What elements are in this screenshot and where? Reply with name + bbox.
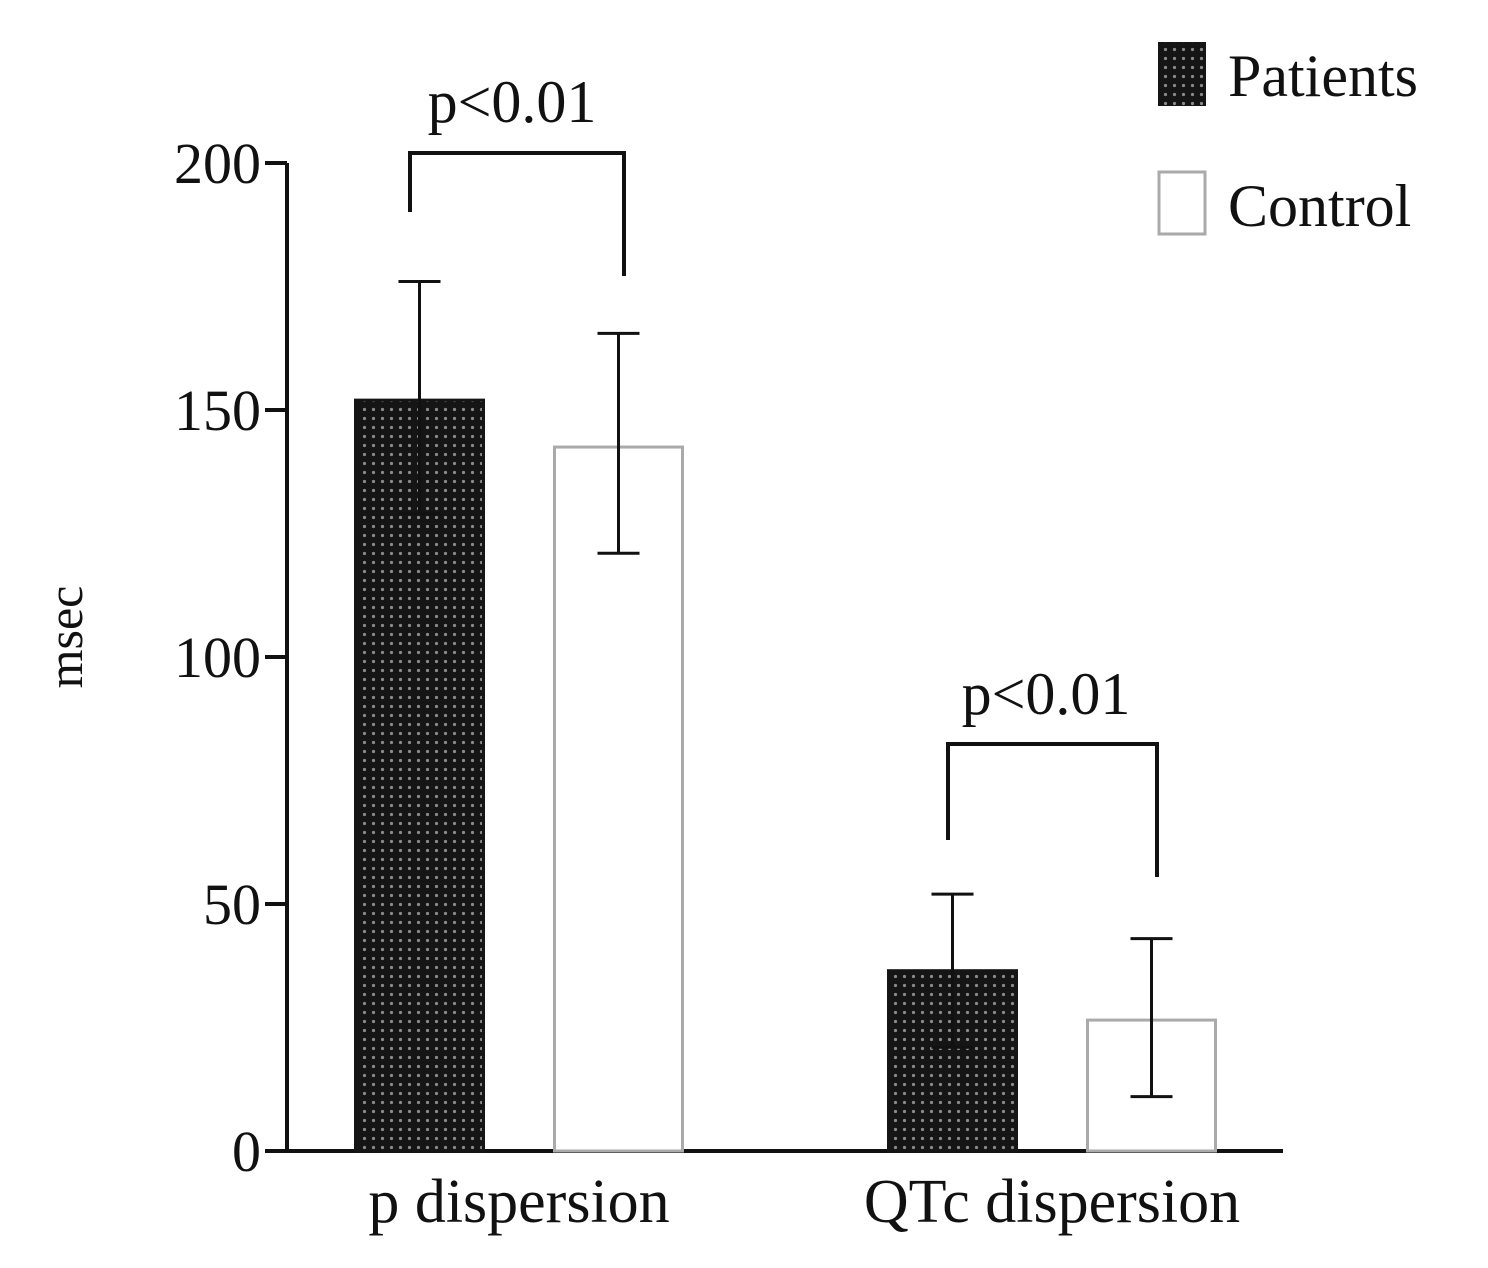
legend-label-patients: Patients [1228,43,1418,109]
significance-label: p<0.01 [962,661,1131,727]
y-tick-label: 100 [174,625,261,690]
legend-swatch-control [1157,170,1207,236]
legend-label-control: Control [1228,173,1411,239]
x-tick-label: p dispersion [368,1168,669,1236]
significance-bracket [408,151,626,276]
y-axis-label: msec [37,586,93,689]
significance-bracket [946,742,1159,877]
y-tick-label: 150 [174,378,261,443]
legend: Patients Control [1157,42,1418,239]
y-tick-label: 200 [174,131,261,196]
bar-patients-p [354,398,485,1153]
legend-swatch-patients [1158,42,1206,106]
x-tick-label: QTc dispersion [864,1168,1240,1236]
bar-control-p [553,445,684,1153]
y-tick-label: 0 [232,1119,261,1184]
y-tick-label: 50 [203,872,261,937]
significance-label: p<0.01 [428,69,597,135]
